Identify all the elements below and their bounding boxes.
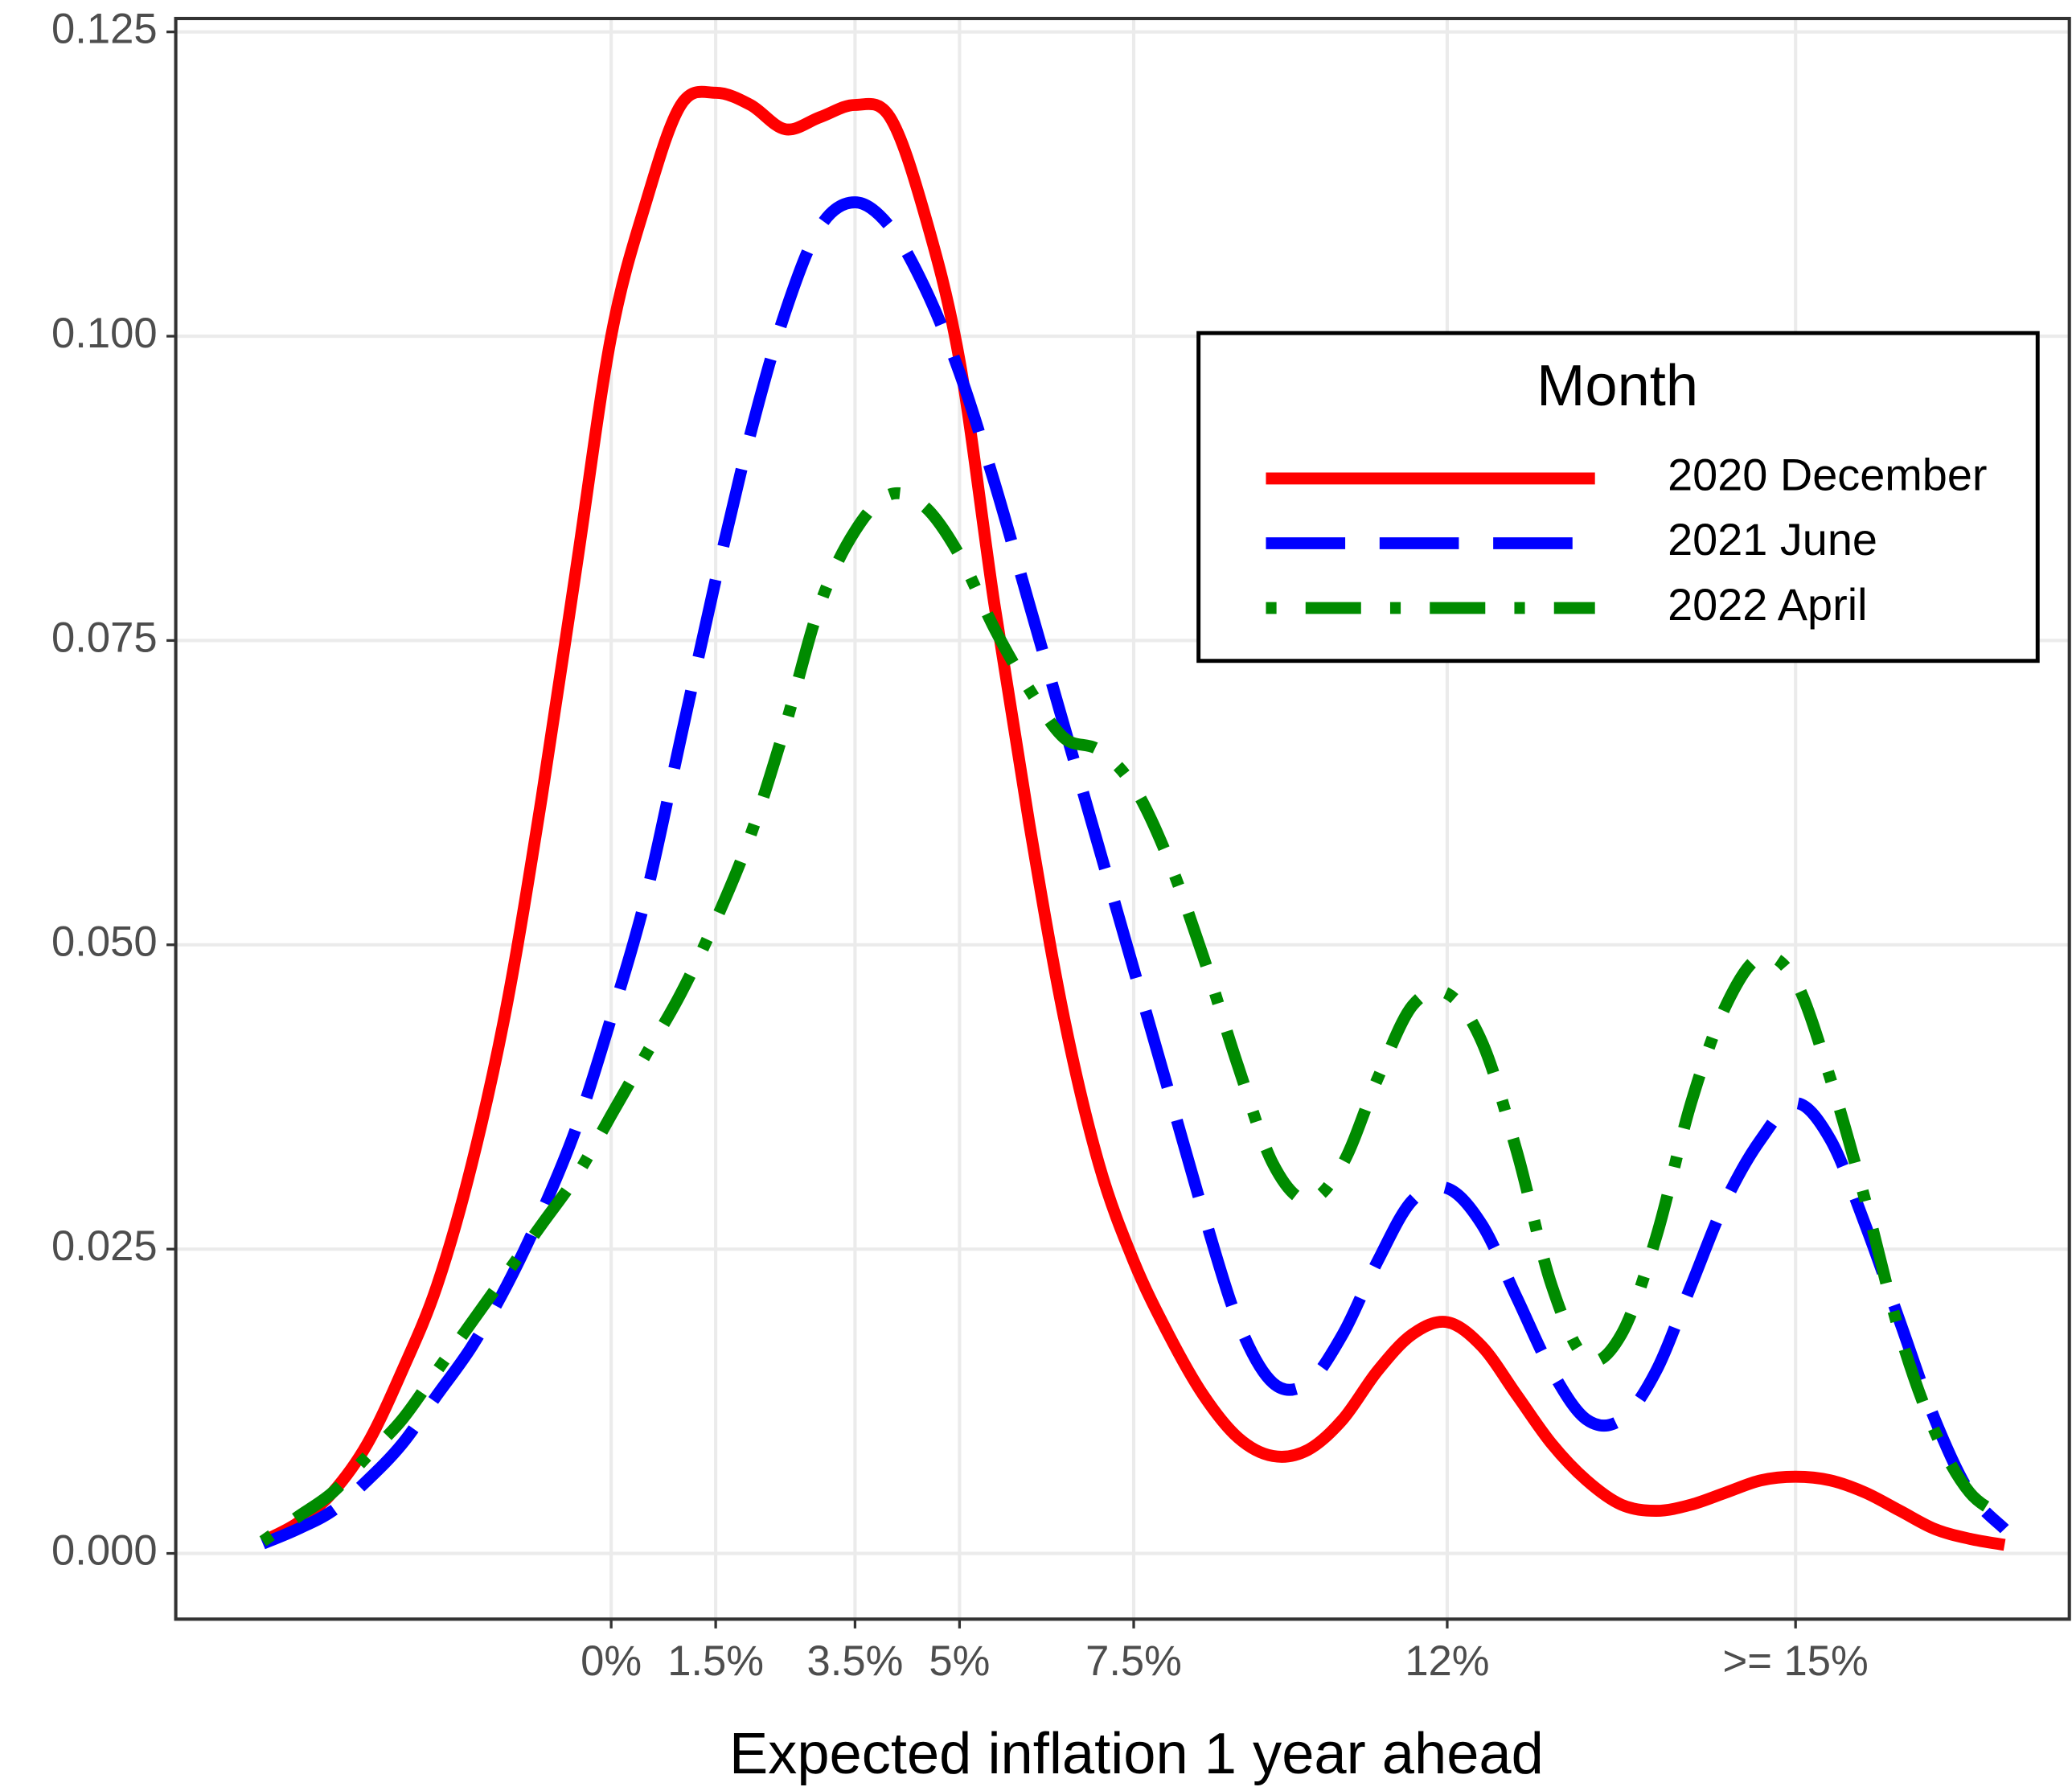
series-line: [259, 487, 2008, 1547]
y-tick-label: 0.050: [51, 918, 158, 966]
x-tick-label: 3.5%: [806, 1637, 903, 1685]
legend-title: Month: [1537, 354, 1698, 418]
series-line: [261, 196, 2009, 1550]
y-tick-label: 0.125: [51, 6, 158, 53]
series-line: [260, 85, 2006, 1551]
x-tick-label: 12%: [1405, 1637, 1489, 1685]
legend-label: 2022 April: [1668, 579, 1867, 630]
legend-label: 2021 June: [1668, 514, 1877, 565]
y-tick-label: 0.000: [51, 1526, 158, 1574]
x-tick-label: >= 15%: [1723, 1637, 1869, 1685]
x-tick-label: 7.5%: [1085, 1637, 1182, 1685]
y-tick-label: 0.025: [51, 1222, 158, 1270]
x-tick-label: 0%: [581, 1637, 642, 1685]
y-tick-label: 0.075: [51, 614, 158, 661]
legend-label: 2020 December: [1668, 450, 1987, 500]
y-tick-label: 0.100: [51, 310, 158, 357]
x-axis-title: Expected inflation 1 year ahead: [729, 1722, 1544, 1786]
plot-border: [174, 16, 2071, 1621]
x-tick-label: 5%: [929, 1637, 990, 1685]
x-tick-label: 1.5%: [667, 1637, 764, 1685]
